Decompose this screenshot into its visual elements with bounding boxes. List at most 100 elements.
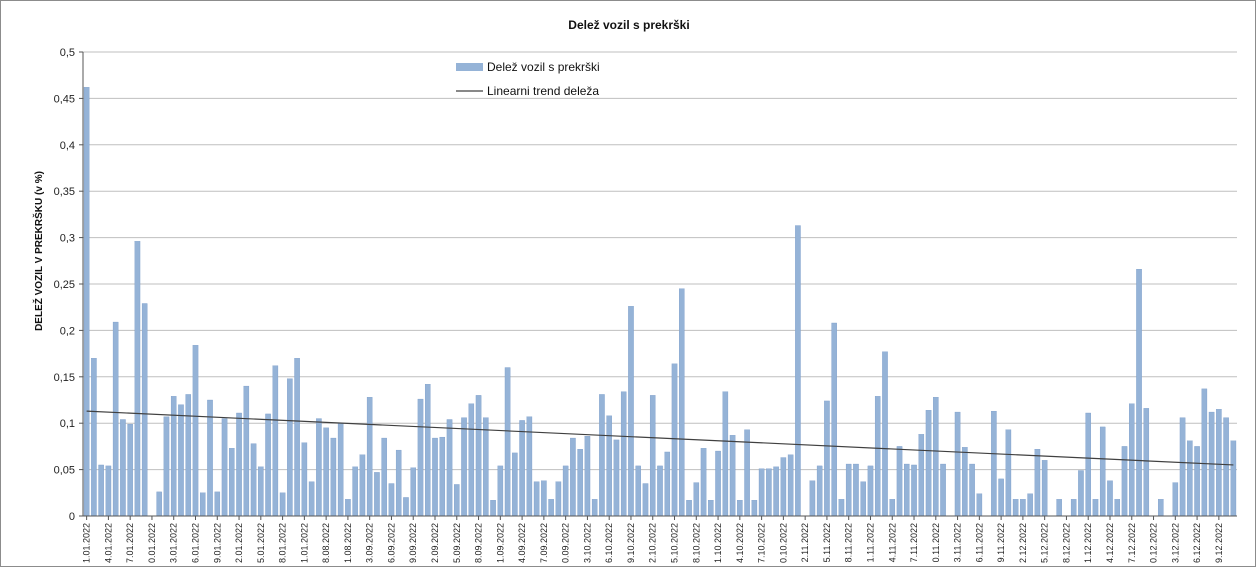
bar: [889, 499, 896, 517]
bar: [737, 500, 743, 517]
bar: [715, 450, 721, 517]
bar: [816, 465, 823, 517]
bar: [933, 397, 939, 517]
y-tick-label: 0,05: [54, 465, 75, 477]
bar: [1121, 446, 1128, 517]
x-axis-ticks: 1.01.2022 4.01.2022 7.01.2022 0.01.2022 3.01…: [82, 516, 1224, 563]
bar: [432, 437, 438, 517]
bar: [620, 391, 627, 517]
y-tick-label: 0,4: [60, 140, 75, 152]
bar: [352, 466, 358, 517]
y-tick-label: 0,35: [54, 186, 75, 198]
bar: [599, 394, 605, 517]
bar: [250, 443, 257, 517]
bar: [751, 500, 758, 517]
x-tick-label: 4.10.2022: [735, 523, 745, 563]
bar: [98, 464, 104, 517]
x-tick-label: 1.01.2022: [82, 523, 92, 563]
bar: [439, 436, 446, 517]
bar: [221, 418, 228, 517]
bar: [1092, 499, 1099, 517]
bar: [345, 499, 351, 517]
bar: [1223, 417, 1229, 517]
bar: [1012, 499, 1019, 517]
x-tick-label: 8.12.2022: [1061, 523, 1071, 563]
y-tick-label: 0,3: [60, 233, 75, 245]
y-tick-label: 0,15: [54, 372, 75, 384]
bar: [708, 500, 714, 517]
bar: [853, 463, 859, 517]
bar: [323, 427, 329, 517]
bar: [1085, 412, 1091, 517]
bar: [1230, 440, 1237, 517]
bar: [671, 363, 678, 517]
x-tick-label: 4.11.2022: [887, 523, 897, 562]
x-tick-label: 2.01.2022: [234, 523, 244, 563]
bar: [374, 472, 380, 517]
bar: [606, 415, 612, 517]
bar: [381, 437, 387, 517]
bar: [483, 417, 489, 517]
y-tick-label: 0,5: [60, 47, 75, 59]
x-tick-label: 2.11.2022: [800, 523, 810, 562]
bar: [758, 468, 765, 517]
bar: [229, 448, 235, 517]
x-tick-label: 8.11.2022: [844, 523, 854, 562]
bar: [287, 378, 293, 517]
x-tick-label: 1.08.2022: [343, 523, 353, 563]
bar: [512, 452, 518, 517]
bar: [388, 483, 395, 517]
x-tick-label: 5.01.2022: [256, 523, 266, 563]
bar: [265, 413, 271, 517]
legend-bar-swatch: [456, 63, 483, 71]
x-tick-label: 0.12.2022: [1149, 523, 1159, 563]
bar: [1070, 499, 1077, 517]
bar: [991, 410, 997, 517]
bar-series: [83, 87, 1237, 517]
y-tick-label: 0,2: [60, 325, 75, 337]
bar: [1099, 426, 1106, 517]
bar: [562, 465, 569, 517]
x-tick-label: 7.09.2022: [539, 523, 549, 563]
bar: [1020, 499, 1026, 517]
bar: [998, 478, 1004, 517]
bar: [904, 463, 910, 517]
bar: [337, 423, 344, 517]
y-tick-label: 0,1: [60, 418, 75, 430]
bar: [1172, 482, 1179, 517]
bar: [722, 391, 729, 517]
x-tick-label: 6.12.2022: [1192, 523, 1202, 563]
x-tick-label: 7.01.2022: [125, 523, 135, 563]
bar: [533, 481, 540, 517]
x-tick-label: 5.09.2022: [452, 523, 462, 563]
bar: [243, 385, 250, 517]
bar: [918, 434, 925, 517]
x-tick-label: 4.12.2022: [1105, 523, 1115, 563]
x-tick-label: 0.11.2022: [931, 523, 941, 562]
y-axis-label: DELEŽ VOZIL V PREKRŠKU (v %): [32, 171, 45, 331]
bar: [664, 451, 671, 517]
bar: [468, 403, 475, 517]
bar: [1027, 493, 1033, 517]
x-tick-label: 8.08.2022: [321, 523, 331, 563]
bar: [410, 467, 416, 517]
bar: [519, 420, 525, 517]
x-tick-label: 6.10.2022: [604, 523, 614, 563]
x-tick-label: 3.10.2022: [582, 523, 592, 563]
x-tick-label: 8.09.2022: [474, 523, 484, 563]
bar: [766, 468, 772, 517]
grid-lines: [83, 51, 1237, 471]
bar: [824, 400, 830, 517]
x-tick-label: 7.12.2022: [1127, 523, 1137, 563]
bar: [780, 457, 787, 517]
bar: [628, 306, 634, 517]
y-tick-label: 0,45: [54, 93, 75, 105]
bar: [301, 442, 308, 517]
bar: [541, 480, 547, 517]
bar: [896, 446, 903, 517]
bar: [141, 303, 148, 517]
bar: [294, 358, 300, 517]
x-tick-label: 8.01.2022: [278, 523, 288, 563]
bar: [163, 416, 170, 517]
x-tick-label: 5.10.2022: [670, 523, 680, 563]
